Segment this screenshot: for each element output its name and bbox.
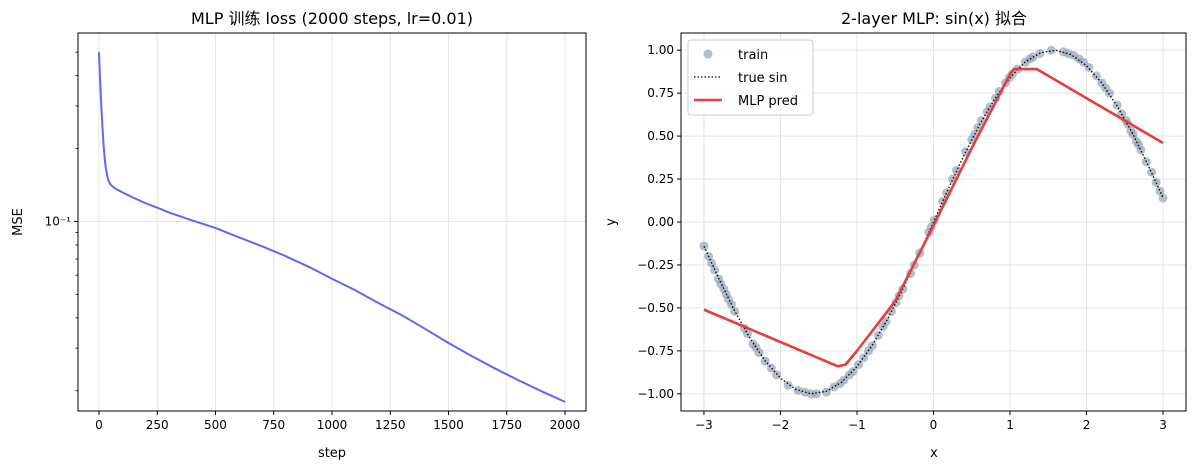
fit-x-tick-label: −1 <box>848 418 866 432</box>
loss-x-tick-label: 250 <box>146 418 169 432</box>
loss-x-tick-label: 2000 <box>550 418 581 432</box>
legend-box <box>687 39 814 116</box>
train-point <box>699 241 709 251</box>
train-point <box>1147 167 1157 177</box>
fit-chart: 2-layer MLP: sin(x) 拟合 −3 −2 −1 0 1 2 3 −1.00 −0… <box>604 9 1187 461</box>
fit-y-tick-label: −0.50 <box>637 301 674 315</box>
train-point <box>867 341 877 351</box>
train-point <box>1158 193 1168 203</box>
fit-y-tick-label: 0.50 <box>647 129 674 143</box>
train-point <box>859 353 869 363</box>
train-point <box>848 366 858 376</box>
train-point <box>1046 45 1056 55</box>
train-point <box>743 329 753 339</box>
loss-x-tick-label: 1500 <box>433 418 464 432</box>
fit-chart-ylabel: y <box>604 218 619 226</box>
fit-chart-ticks: −3 −2 −1 0 1 2 3 −1.00 −0.75 −0.50 −0.25 0.00 0.25 0.… <box>637 43 1167 432</box>
train-point <box>821 387 831 397</box>
legend-true-sin-label: true sin <box>738 71 787 86</box>
fit-y-tick-label: −0.25 <box>637 258 674 272</box>
loss-chart-grid <box>78 33 586 411</box>
train-point <box>1136 145 1146 155</box>
loss-y-tick-label: 10⁻¹ <box>45 214 72 228</box>
train-point <box>772 370 782 380</box>
loss-curve <box>97 52 566 403</box>
fit-y-tick-label: −0.75 <box>637 344 674 358</box>
train-point <box>730 306 740 316</box>
loss-x-tick-label: 0 <box>95 418 103 432</box>
true-sin-line <box>703 49 1164 395</box>
legend-train-marker <box>703 49 713 59</box>
train-point <box>1151 177 1161 187</box>
fit-x-tick-label: 0 <box>930 418 938 432</box>
fit-chart-title: 2-layer MLP: sin(x) 拟合 <box>841 9 1027 28</box>
fit-x-tick-label: 1 <box>1006 418 1014 432</box>
train-point <box>793 385 803 395</box>
fit-x-tick-label: 2 <box>1083 418 1091 432</box>
fit-y-tick-label: 0.25 <box>647 172 674 186</box>
fit-y-tick-label: 1.00 <box>647 43 674 57</box>
fit-y-tick-label: 0.75 <box>647 86 674 100</box>
loss-chart: MLP 训练 loss (2000 steps, lr=0.01) 0 250 50… <box>11 9 587 461</box>
fit-x-tick-label: 3 <box>1159 418 1167 432</box>
fit-y-tick-label: −1.00 <box>637 387 674 401</box>
train-point <box>783 380 793 390</box>
train-point <box>710 265 720 275</box>
train-point <box>1104 88 1114 98</box>
train-point <box>1084 62 1094 72</box>
fit-y-tick-label: 0.00 <box>647 215 674 229</box>
loss-chart-title: MLP 训练 loss (2000 steps, lr=0.01) <box>191 9 473 28</box>
loss-x-tick-label: 1000 <box>317 418 348 432</box>
mlp-pred-line <box>703 67 1164 368</box>
loss-x-tick-label: 500 <box>204 418 227 432</box>
train-point <box>766 363 776 373</box>
fit-chart-xlabel: x <box>930 446 938 461</box>
legend: train true sin MLP pred <box>687 39 814 116</box>
loss-chart-ylabel: MSE <box>11 208 26 236</box>
loss-chart-xlabel: step <box>318 446 346 461</box>
train-point <box>1155 186 1165 196</box>
train-point <box>1128 129 1138 139</box>
loss-x-tick-label: 1250 <box>375 418 406 432</box>
fit-x-tick-label: −3 <box>695 418 713 432</box>
train-point <box>811 389 821 399</box>
legend-mlp-pred-label: MLP pred <box>738 94 798 109</box>
train-point <box>881 317 891 327</box>
legend-train-label: train <box>738 48 768 63</box>
loss-x-tick-label: 750 <box>262 418 285 432</box>
loss-x-tick-label: 1750 <box>491 418 522 432</box>
fit-x-tick-label: −2 <box>772 418 790 432</box>
loss-chart-ticks: 0 250 500 750 1000 1250 1500 1750 2000 10⁻¹ <box>45 51 581 432</box>
